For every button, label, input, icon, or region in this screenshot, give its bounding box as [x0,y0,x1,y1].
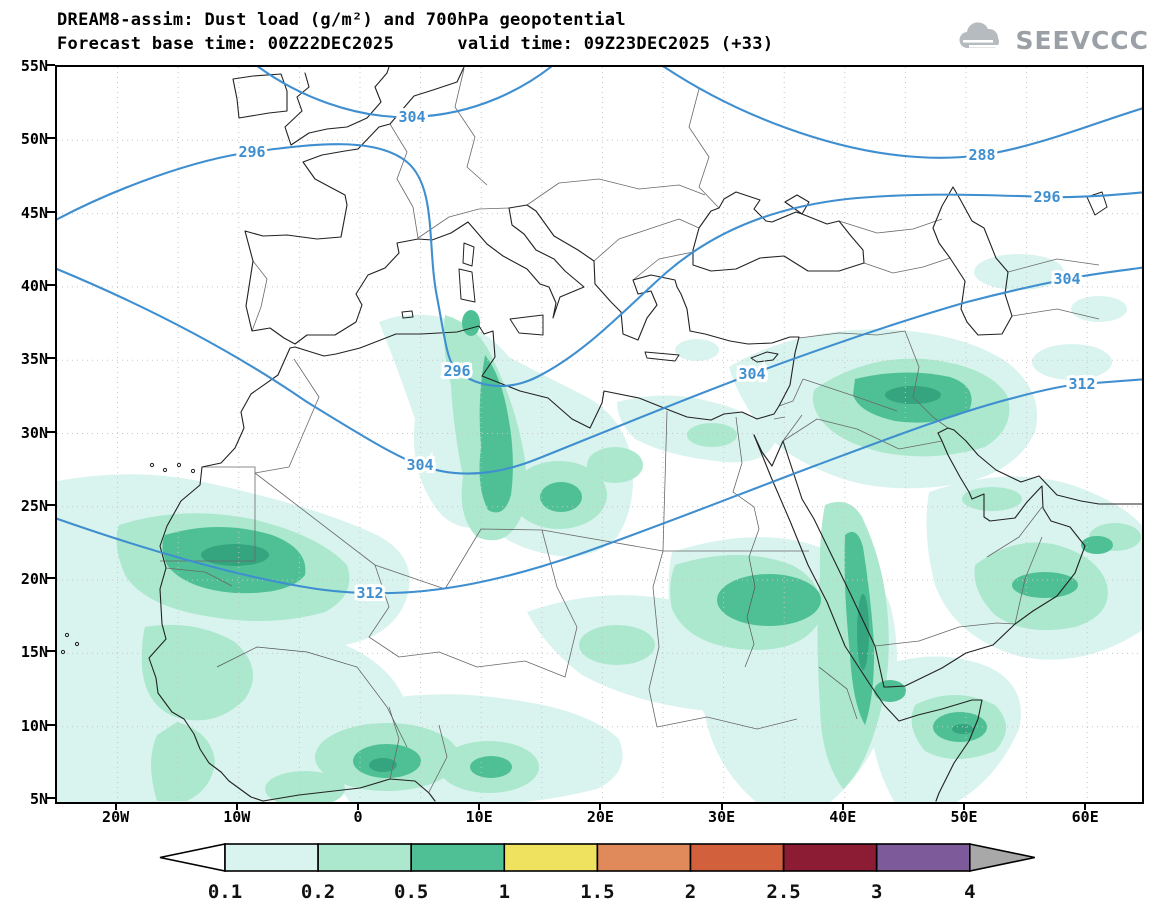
lat-tick-mark [47,137,55,140]
lon-tick-label: 30E [708,808,736,826]
geopotential-contour-label: 304 [1053,270,1080,288]
colorbar-cell [689,843,785,872]
colorbar-tick-label: 3 [871,881,882,903]
map-canvas: 296 304 288 296 304 312 296 304 304 312 [57,67,1142,802]
lat-tick-label: 55N [20,57,48,75]
colorbar-tick-label: 1.5 [580,881,614,903]
map-frame: 296 304 288 296 304 312 296 304 304 312 [55,65,1144,804]
lat-tick-label: 10N [20,716,48,735]
coastlines [60,67,1142,802]
lat-tick-label: 30N [20,423,48,442]
lat-tick-mark [47,283,55,286]
geopotential-contour-label: 304 [738,365,765,383]
colorbar: 0.1 0.2 0.5 1 1.5 2 2.5 3 4 [159,843,1035,903]
colorbar-right-arrow [968,843,1035,872]
lat-tick-label: 45N [20,203,48,222]
lon-tick-mark [478,802,481,810]
geopotential-contours [57,67,1142,595]
colorbar-cell [224,843,319,872]
lon-tick-label: 50E [950,808,978,826]
chart-titles: DREAM8-assim: Dust load (g/m²) and 700hP… [57,8,773,56]
lat-tick-label: 50N [20,130,48,149]
colorbar-tick-label: 2 [685,881,696,903]
geopotential-contour-label: 288 [968,146,995,164]
lon-tick-mark [1084,802,1087,810]
title-line-2: Forecast base time: 00Z22DEC2025 valid t… [57,34,774,54]
dust-shading-cores [201,386,974,772]
rivers [216,416,760,748]
lat-tick-label: 5N [29,790,48,808]
lat-tick-mark [47,650,55,653]
lon-tick-mark [963,802,965,810]
lat-tick-label: 35N [20,350,48,369]
lat-tick-mark [47,577,55,580]
country-borders [160,68,1100,793]
lon-tick-mark [841,802,844,810]
lon-tick-label: 60E [1071,808,1099,826]
colorbar-cell [503,843,599,872]
lon-tick-label: 10E [465,808,493,826]
lon-tick-mark [357,802,359,810]
lat-tick-mark [47,723,55,726]
colorbar-tick-label: 0.2 [301,881,335,903]
lon-tick-label: 40E [829,808,857,826]
lon-tick-mark [235,802,238,810]
colorbar-tick-label: 2.5 [766,881,800,903]
title-line-1: DREAM8-assim: Dust load (g/m²) and 700hP… [57,10,626,30]
colorbar-cell [596,843,692,872]
lat-tick-label: 25N [20,496,48,515]
geopotential-contour-label: 304 [398,108,425,126]
lat-tick-mark [47,357,55,360]
colorbar-cell [875,843,971,872]
lat-tick-label: 20N [20,570,48,589]
geopotential-contour-label: 312 [356,584,383,602]
map-area: 296 304 288 296 304 312 296 304 304 312 55N 50N 45N… [20,57,1144,826]
colorbar-tick-label: 0.1 [208,881,242,903]
lon-tick-mark [720,802,723,810]
geopotential-contour-label: 304 [406,456,433,474]
lon-tick-label: 20W [102,808,130,826]
colorbar-cell [782,843,878,872]
gridlines [57,67,1142,802]
lon-tick-mark [114,802,117,810]
lon-tick-label: 10W [223,808,251,826]
cloud-icon [955,20,1007,60]
colorbar-cell [410,843,506,872]
geopotential-contour-label: 296 [1033,188,1060,206]
lat-tick-mark [47,503,55,506]
lon-tick-label: 20E [586,808,614,826]
lat-tick-mark [47,430,55,433]
geopotential-contour-label: 296 [238,143,265,161]
contour-labels: 296 304 288 296 304 312 296 304 304 312 [235,105,1098,605]
logo-text: SEEVCCC [1015,25,1149,55]
colorbar-cell [317,843,413,872]
lat-tick-label: 15N [20,643,48,662]
colorbar-tick-label: 4 [964,881,975,903]
lat-tick-mark [47,64,55,66]
colorbar-tick-label: 1 [499,881,510,903]
colorbar-tick-label: 0.5 [394,881,428,903]
lon-tick-mark [599,802,602,810]
colorbar-left-arrow [159,843,226,872]
geopotential-contour-label: 296 [443,362,470,380]
seevccc-logo: SEEVCCC [955,20,1149,60]
lon-tick-label: 0 [353,808,363,826]
geopotential-contour-label: 312 [1068,375,1095,393]
lat-tick-mark [47,210,55,213]
lat-tick-label: 40N [20,276,48,295]
lat-tick-mark [47,797,55,799]
